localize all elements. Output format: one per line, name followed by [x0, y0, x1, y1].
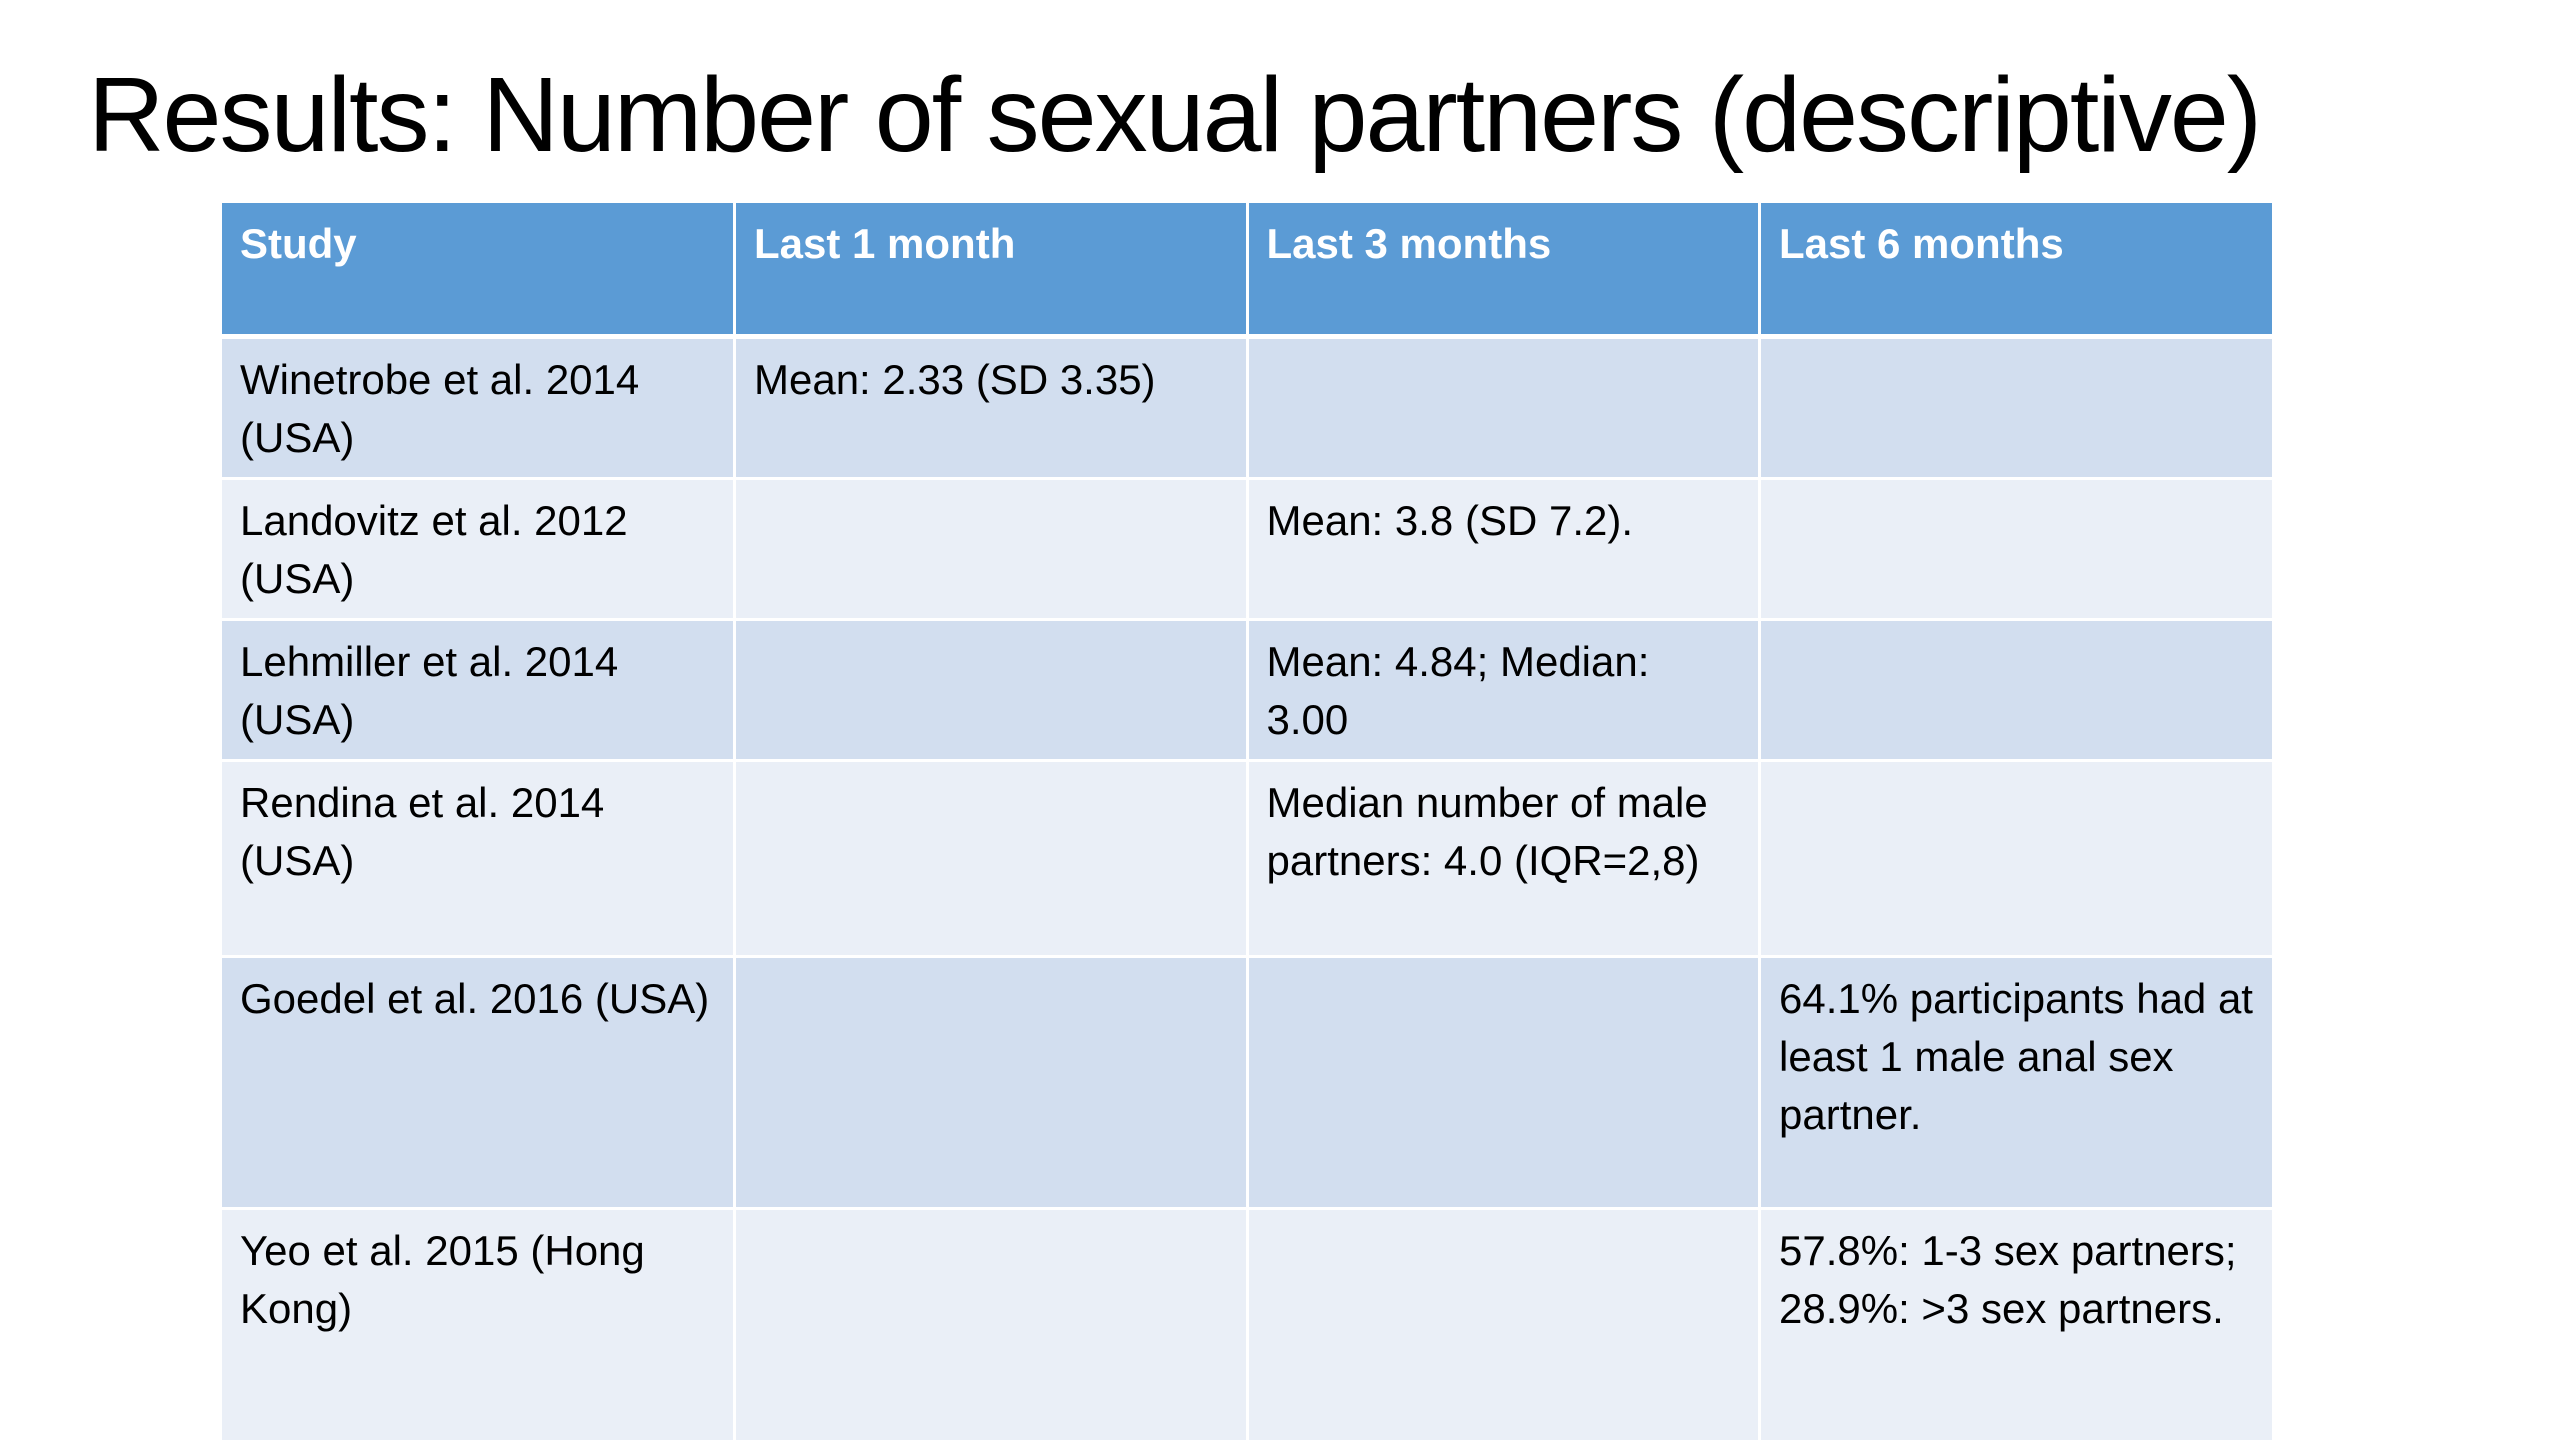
table-row: Winetrobe et al. 2014 (USA) Mean: 2.33 (… [222, 336, 2272, 480]
table-row: Lehmiller et al. 2014 (USA) Mean: 4.84; … [222, 619, 2272, 762]
results-table: Study Last 1 month Last 3 months Last 6 … [222, 203, 2272, 1440]
cell-last-6-months [1759, 619, 2272, 762]
cell-study: Yeo et al. 2015 (Hong Kong) [222, 1208, 736, 1440]
cell-last-1-month [734, 956, 1249, 1210]
table-header-row: Study Last 1 month Last 3 months Last 6 … [222, 203, 2272, 339]
cell-last-1-month [734, 619, 1249, 762]
cell-last-3-months [1247, 956, 1761, 1210]
cell-last-6-months [1759, 478, 2272, 621]
cell-last-1-month [734, 1208, 1249, 1440]
cell-study: Landovitz et al. 2012 (USA) [222, 478, 736, 621]
slide-title: Results: Number of sexual partners (desc… [88, 56, 2262, 174]
cell-last-1-month [734, 760, 1249, 958]
cell-last-1-month: Mean: 2.33 (SD 3.35) [734, 336, 1249, 480]
cell-study: Goedel et al. 2016 (USA) [222, 956, 736, 1210]
header-last-1-month: Last 1 month [734, 203, 1249, 339]
cell-last-6-months [1759, 760, 2272, 958]
cell-last-1-month [734, 478, 1249, 621]
header-last-6-months: Last 6 months [1759, 203, 2272, 339]
cell-study: Lehmiller et al. 2014 (USA) [222, 619, 736, 762]
cell-last-3-months [1247, 1208, 1761, 1440]
cell-study: Winetrobe et al. 2014 (USA) [222, 336, 736, 480]
table-row: Rendina et al. 2014 (USA) Median number … [222, 760, 2272, 958]
cell-last-6-months: 64.1% participants had at least 1 male a… [1759, 956, 2272, 1210]
cell-last-6-months [1759, 336, 2272, 480]
table-row: Yeo et al. 2015 (Hong Kong) 57.8%: 1-3 s… [222, 1208, 2272, 1440]
cell-last-3-months [1247, 336, 1761, 480]
header-last-3-months: Last 3 months [1247, 203, 1761, 339]
cell-last-3-months: Median number of male partners: 4.0 (IQR… [1247, 760, 1761, 958]
table-row: Landovitz et al. 2012 (USA) Mean: 3.8 (S… [222, 478, 2272, 621]
table-row: Goedel et al. 2016 (USA) 64.1% participa… [222, 956, 2272, 1210]
header-study: Study [222, 203, 736, 339]
cell-study: Rendina et al. 2014 (USA) [222, 760, 736, 958]
cell-last-3-months: Mean: 3.8 (SD 7.2). [1247, 478, 1761, 621]
cell-last-3-months: Mean: 4.84; Median: 3.00 [1247, 619, 1761, 762]
cell-last-6-months: 57.8%: 1-3 sex partners; 28.9%: >3 sex p… [1759, 1208, 2272, 1440]
